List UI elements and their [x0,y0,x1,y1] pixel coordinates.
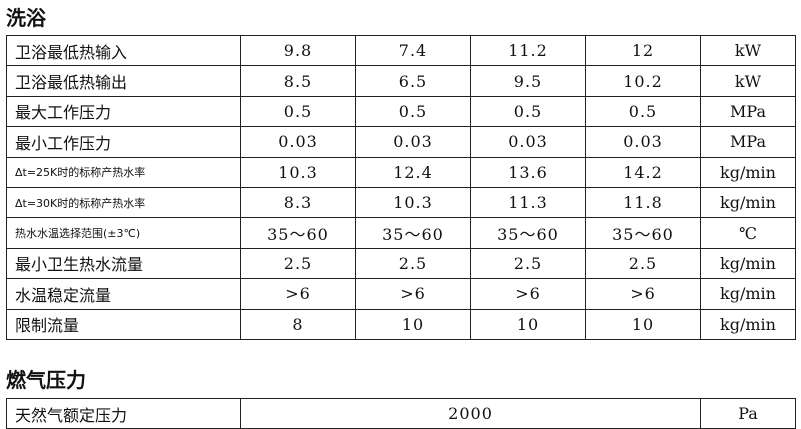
value-cell: 2.5 [470,247,586,280]
value-cell: 35～60 [355,217,471,249]
value-cell: 7.4 [355,34,471,67]
value-cell: 11.2 [470,34,586,67]
unit-cell: kW [700,65,796,97]
section-title: 洗浴 [6,6,46,30]
value-cell: 0.03 [585,126,701,158]
unit-cell: MPa [700,126,796,158]
row-label: Δt=25K时的标称产热水率 [6,156,241,188]
spec-table: 天然气额定压力 2000 Pa [6,397,797,429]
row-label: 最小工作压力 [6,126,241,158]
table-row: 最大工作压力 0.5 0.5 0.5 0.5 MPa [6,95,796,128]
value-cell: 0.03 [240,126,356,158]
value-cell: 35～60 [240,217,356,249]
unit-cell: Pa [700,397,797,429]
row-label: 热水水温选择范围(±3℃) [6,217,241,249]
table-row: 卫浴最低热输出 8.5 6.5 9.5 10.2 kW [6,65,796,97]
unit-cell: kW [700,34,796,67]
value-cell: 11.8 [585,186,701,219]
row-label: 水温稳定流量 [6,278,241,310]
value-cell: 6.5 [355,65,471,97]
value-cell: 35～60 [470,217,586,249]
value-cell: 12 [585,34,701,67]
spec-table: 卫浴最低热输入 9.8 7.4 11.2 12 kW 卫浴最低热输出 8.5 6.5 9.5 10.… [6,34,796,340]
value-cell: 2.5 [585,247,701,280]
unit-cell: kg/min [700,278,796,310]
unit-cell: kg/min [700,156,796,188]
value-cell: >6 [240,278,356,310]
table-row: 水温稳定流量 >6 >6 >6 >6 kg/min [6,278,796,310]
row-label: Δt=30K时的标称产热水率 [6,186,241,219]
table-row: 卫浴最低热输入 9.8 7.4 11.2 12 kW [6,34,796,67]
value-cell: 10 [355,308,471,340]
row-label: 卫浴最低热输入 [6,34,241,67]
value-cell: 13.6 [470,156,586,188]
table-row: 最小工作压力 0.03 0.03 0.03 0.03 MPa [6,126,796,158]
row-label: 最小卫生热水流量 [6,247,241,280]
row-label: 天然气额定压力 [6,397,241,429]
value-cell: 2.5 [240,247,356,280]
value-cell: 10 [470,308,586,340]
row-label: 限制流量 [6,308,241,340]
value-cell: 2.5 [355,247,471,280]
section-title: 燃气压力 [6,368,86,392]
value-cell: >6 [585,278,701,310]
value-cell: 10.3 [355,186,471,219]
row-label: 卫浴最低热输出 [6,65,241,97]
value-cell: 2000 [239,397,702,429]
unit-cell: kg/min [700,186,796,219]
table-row: Δt=30K时的标称产热水率 8.3 10.3 11.3 11.8 kg/min [6,186,796,219]
unit-cell: kg/min [700,308,796,340]
value-cell: 8.3 [240,186,356,219]
value-cell: 10 [585,308,701,340]
value-cell: 8.5 [240,65,356,97]
table-row: 天然气额定压力 2000 Pa [6,397,797,429]
table-row: 最小卫生热水流量 2.5 2.5 2.5 2.5 kg/min [6,247,796,280]
value-cell: 35～60 [585,217,701,249]
value-cell: 0.5 [585,95,701,128]
value-cell: 9.8 [240,34,356,67]
value-cell: 10.2 [585,65,701,97]
value-cell: 0.5 [355,95,471,128]
row-label: 最大工作压力 [6,95,241,128]
value-cell: 11.3 [470,186,586,219]
table-row: 限制流量 8 10 10 10 kg/min [6,308,796,340]
value-cell: 0.03 [470,126,586,158]
value-cell: 0.5 [240,95,356,128]
table-row: 热水水温选择范围(±3℃) 35～60 35～60 35～60 35～60 ℃ [6,217,796,249]
unit-cell: MPa [700,95,796,128]
unit-cell: ℃ [700,217,796,249]
value-cell: 8 [240,308,356,340]
unit-cell: kg/min [700,247,796,280]
value-cell: >6 [470,278,586,310]
value-cell: >6 [355,278,471,310]
value-cell: 0.5 [470,95,586,128]
table-row: Δt=25K时的标称产热水率 10.3 12.4 13.6 14.2 kg/min [6,156,796,188]
value-cell: 0.03 [355,126,471,158]
value-cell: 14.2 [585,156,701,188]
value-cell: 12.4 [355,156,471,188]
value-cell: 10.3 [240,156,356,188]
value-cell: 9.5 [470,65,586,97]
